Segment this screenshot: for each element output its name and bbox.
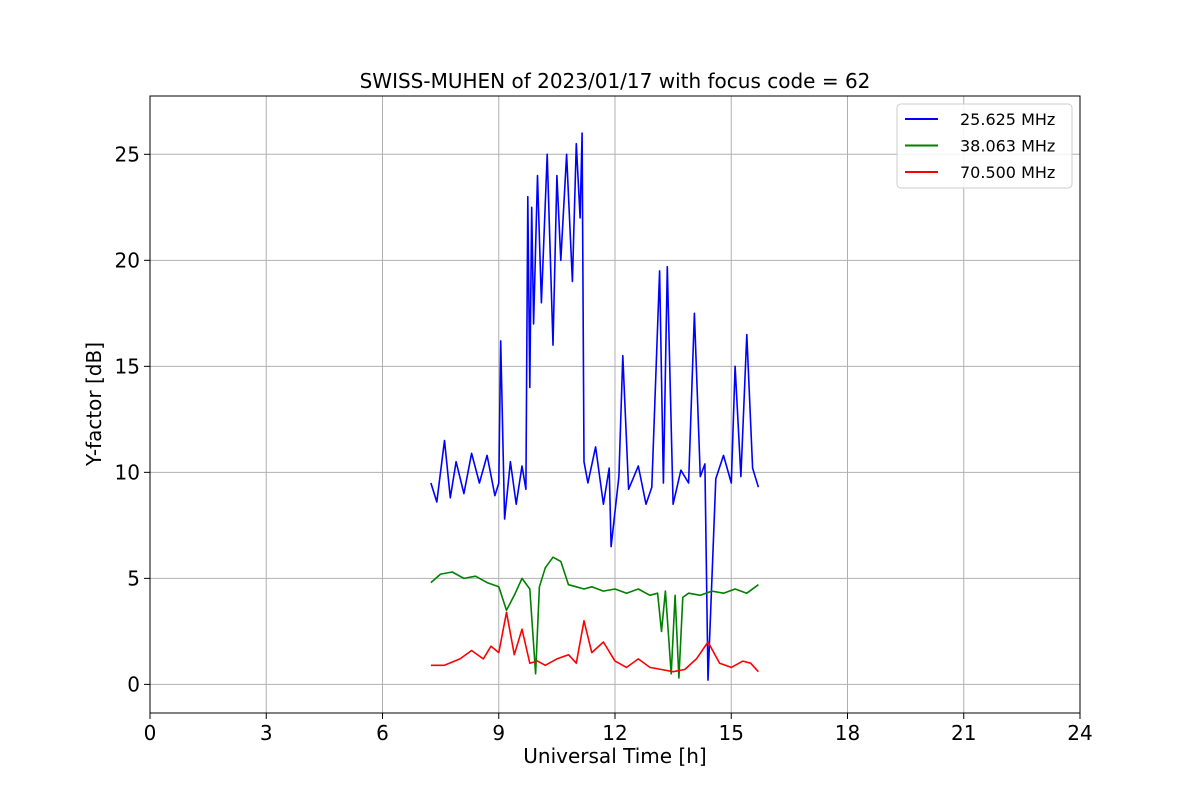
series-layer: [430, 132, 760, 681]
x-tick-label: 0: [144, 721, 157, 745]
x-tick-label: 3: [260, 721, 273, 745]
tick-layer: 0 3 6 9 12 15 18 21 24 0 5 10 15 20 25: [115, 142, 1093, 745]
y-tick-label: 5: [127, 566, 140, 590]
x-tick-label: 21: [951, 721, 976, 745]
legend-label: 25.625 MHz: [960, 110, 1055, 129]
y-tick-label: 0: [127, 672, 140, 696]
x-tick-label: 6: [376, 721, 389, 745]
y-tick-label: 10: [115, 460, 140, 484]
y-axis-label: Y-factor [dB]: [82, 342, 106, 467]
legend-label: 38.063 MHz: [960, 137, 1055, 156]
x-tick-label: 18: [835, 721, 860, 745]
x-axis-label: Universal Time [h]: [523, 744, 706, 768]
series-line-2: [430, 556, 759, 679]
series-line-3: [430, 611, 759, 673]
series-line-1: [430, 132, 760, 681]
x-tick-label: 9: [492, 721, 505, 745]
x-tick-label: 12: [602, 721, 627, 745]
chart-title: SWISS-MUHEN of 2023/01/17 with focus cod…: [360, 69, 871, 93]
y-tick-label: 20: [115, 248, 140, 272]
x-tick-label: 24: [1067, 721, 1092, 745]
y-tick-label: 15: [115, 354, 140, 378]
legend-box: [896, 103, 1073, 189]
legend-label: 70.500 MHz: [960, 163, 1055, 182]
x-tick-label: 15: [719, 721, 744, 745]
y-tick-label: 25: [115, 142, 140, 166]
legend: 25.625 MHz 38.063 MHz 70.500 MHz: [896, 103, 1073, 189]
